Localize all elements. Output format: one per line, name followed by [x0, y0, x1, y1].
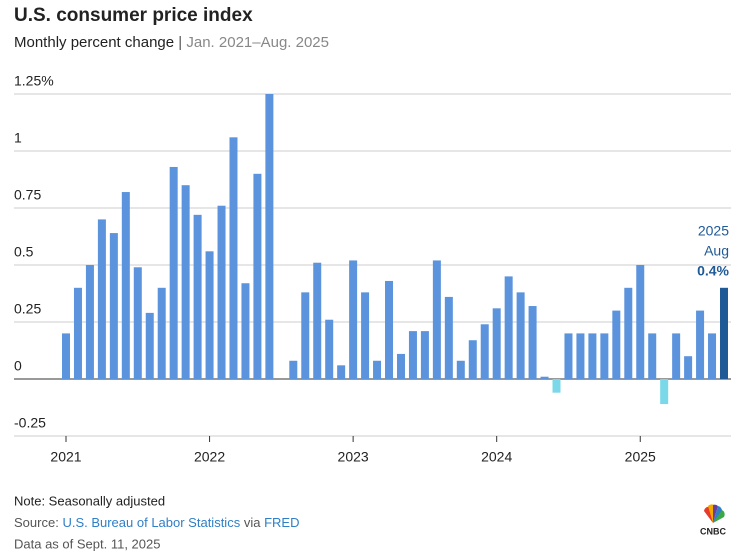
bar — [98, 219, 106, 379]
bar — [337, 365, 345, 379]
bar — [110, 233, 118, 379]
bar — [253, 174, 261, 379]
bar — [158, 288, 166, 379]
chart-subtitle: Monthly percent change | Jan. 2021–Aug. … — [14, 34, 329, 51]
bar — [373, 361, 381, 379]
bar — [624, 288, 632, 379]
y-tick-label: -0.25 — [14, 415, 46, 431]
bar — [349, 260, 357, 379]
bar — [301, 292, 309, 379]
bar — [576, 333, 584, 379]
y-tick-label: 0 — [14, 358, 22, 374]
y-tick-label: 0.75 — [14, 187, 41, 203]
bar — [265, 94, 273, 379]
bar — [493, 308, 501, 379]
bar — [612, 311, 620, 379]
x-tick-label: 2023 — [338, 449, 369, 465]
annotation: 2025 — [698, 223, 729, 239]
source-prefix: Source: — [14, 515, 59, 530]
bar — [409, 331, 417, 379]
bar — [62, 333, 70, 379]
bar — [708, 333, 716, 379]
bar — [600, 333, 608, 379]
bar — [517, 292, 525, 379]
bar — [445, 297, 453, 379]
bar — [684, 356, 692, 379]
y-tick-label: 1.25% — [14, 73, 54, 89]
subtitle-separator: | — [178, 34, 182, 51]
logo: CNBC — [700, 504, 726, 536]
bar — [241, 283, 249, 379]
bar — [182, 185, 190, 379]
bar — [194, 215, 202, 379]
bar — [122, 192, 130, 379]
bar — [433, 260, 441, 379]
bar — [206, 251, 214, 379]
source-via: via — [244, 515, 261, 530]
bar — [421, 331, 429, 379]
bar — [218, 206, 226, 379]
x-tick-label: 2021 — [50, 449, 81, 465]
y-tick-label: 0.25 — [14, 301, 41, 317]
bar — [672, 333, 680, 379]
bar — [696, 311, 704, 379]
source-link[interactable]: U.S. Bureau of Labor Statistics — [62, 515, 240, 530]
bar — [385, 281, 393, 379]
bar — [564, 333, 572, 379]
date-range: Jan. 2021–Aug. 2025 — [186, 34, 329, 51]
bar — [588, 333, 596, 379]
bar — [529, 306, 537, 379]
bar — [553, 379, 561, 393]
bar — [170, 167, 178, 379]
bar — [469, 340, 477, 379]
annotation: Aug — [704, 243, 729, 259]
bar — [720, 288, 728, 379]
source: Source: U.S. Bureau of Labor Statistics … — [14, 515, 299, 530]
x-tick-label: 2025 — [625, 449, 656, 465]
data-date: Data as of Sept. 11, 2025 — [14, 536, 160, 551]
subtitle: Monthly percent change — [14, 34, 174, 51]
bar — [86, 265, 94, 379]
bar — [660, 379, 668, 404]
bar — [648, 333, 656, 379]
bar — [541, 377, 549, 379]
y-tick-label: 1 — [14, 130, 22, 146]
bar — [229, 137, 237, 379]
bar — [457, 361, 465, 379]
chart-title: U.S. consumer price index — [14, 5, 253, 26]
bar — [397, 354, 405, 379]
bar — [313, 263, 321, 379]
bar — [505, 276, 513, 379]
bar — [74, 288, 82, 379]
x-tick-label: 2024 — [481, 449, 512, 465]
bar — [481, 324, 489, 379]
bar — [146, 313, 154, 379]
value-label: 0.4% — [697, 263, 729, 279]
note: Note: Seasonally adjusted — [14, 493, 165, 508]
bar — [361, 292, 369, 379]
bar — [636, 265, 644, 379]
bar — [289, 361, 297, 379]
bar — [325, 320, 333, 379]
bar — [134, 267, 142, 379]
logo-text: CNBC — [700, 526, 726, 536]
x-tick-label: 2022 — [194, 449, 225, 465]
source-link[interactable]: FRED — [264, 515, 299, 530]
y-tick-label: 0.5 — [14, 244, 34, 260]
